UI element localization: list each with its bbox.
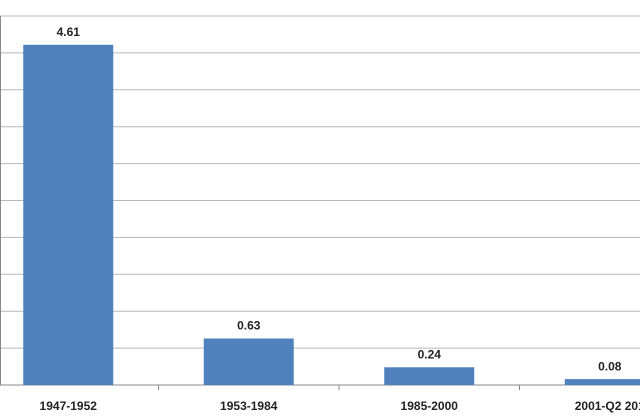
x-tick-label: 1985-2000 xyxy=(401,399,459,413)
bar xyxy=(23,44,114,385)
bar xyxy=(384,367,475,385)
x-tick-label: 1947-1952 xyxy=(40,399,98,413)
x-tick-label: 1953-1984 xyxy=(220,399,278,413)
value-label: 4.61 xyxy=(57,25,81,39)
bar xyxy=(203,338,294,385)
value-label: 0.63 xyxy=(237,319,261,333)
value-label: 0.24 xyxy=(418,347,442,361)
x-tick-label: 2001-Q2 201 xyxy=(575,399,640,413)
bar xyxy=(564,379,640,385)
value-label: 0.08 xyxy=(598,359,622,373)
